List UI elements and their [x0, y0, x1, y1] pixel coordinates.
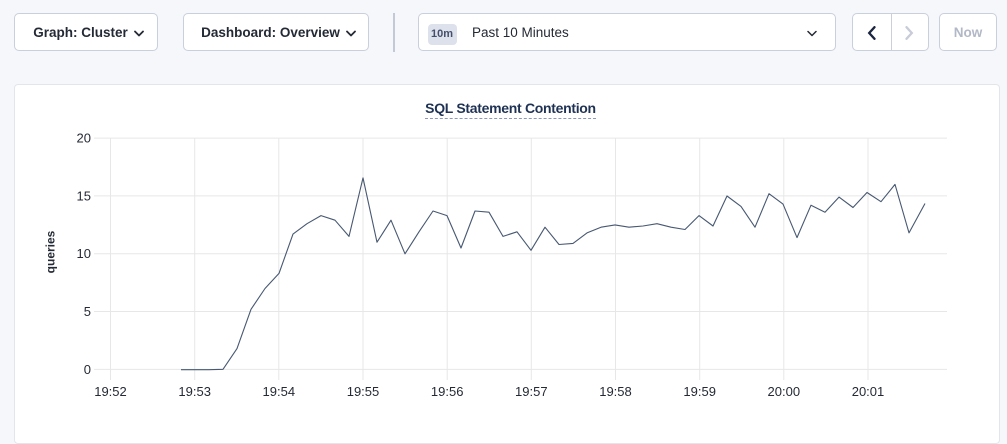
svg-text:19:56: 19:56	[431, 384, 464, 399]
svg-text:20:00: 20:00	[768, 384, 801, 399]
svg-text:19:59: 19:59	[683, 384, 716, 399]
svg-text:5: 5	[84, 304, 91, 319]
svg-text:19:55: 19:55	[347, 384, 380, 399]
svg-text:10: 10	[77, 246, 91, 261]
svg-text:20: 20	[77, 131, 91, 146]
svg-text:15: 15	[77, 188, 91, 203]
svg-text:0: 0	[84, 362, 91, 377]
svg-text:20:01: 20:01	[852, 384, 885, 399]
svg-text:19:54: 19:54	[263, 384, 296, 399]
svg-text:19:58: 19:58	[599, 384, 632, 399]
svg-text:queries: queries	[44, 230, 58, 273]
svg-text:19:53: 19:53	[178, 384, 211, 399]
svg-text:19:57: 19:57	[515, 384, 548, 399]
svg-text:19:52: 19:52	[94, 384, 127, 399]
